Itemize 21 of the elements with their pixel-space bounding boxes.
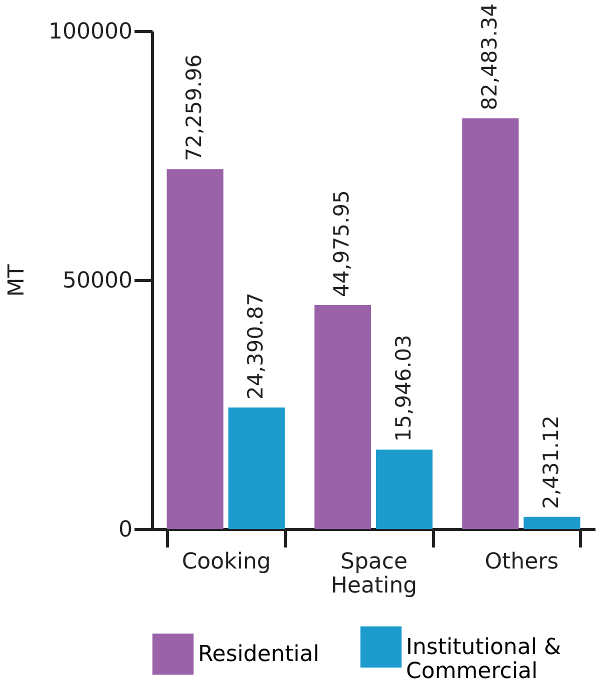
bar: [524, 516, 580, 529]
legend-label: Institutional & Commercial: [406, 635, 562, 684]
x-tick-label: Others: [484, 550, 559, 574]
bar: [166, 169, 224, 529]
bar: [462, 118, 519, 529]
text: 72,259.96: [182, 54, 206, 162]
text: 82,483.34: [477, 3, 502, 110]
x-tick-label: Space Heating: [330, 550, 418, 598]
text: 24,390.87: [244, 292, 268, 400]
y-tick-label: 50000: [62, 268, 132, 294]
y-axis-title: MT: [4, 264, 30, 297]
text: 44,975.95: [330, 190, 354, 298]
bar: [228, 408, 285, 529]
text: 15,946.03: [391, 334, 416, 442]
text: 2,431.12: [538, 415, 563, 509]
bar: [376, 450, 433, 529]
y-tick-label: 100000: [48, 20, 132, 44]
bar: [314, 305, 372, 529]
legend-label: Residential: [198, 642, 320, 668]
x-tick-label: Cooking: [182, 550, 271, 574]
y-tick-label: 0: [118, 518, 132, 542]
